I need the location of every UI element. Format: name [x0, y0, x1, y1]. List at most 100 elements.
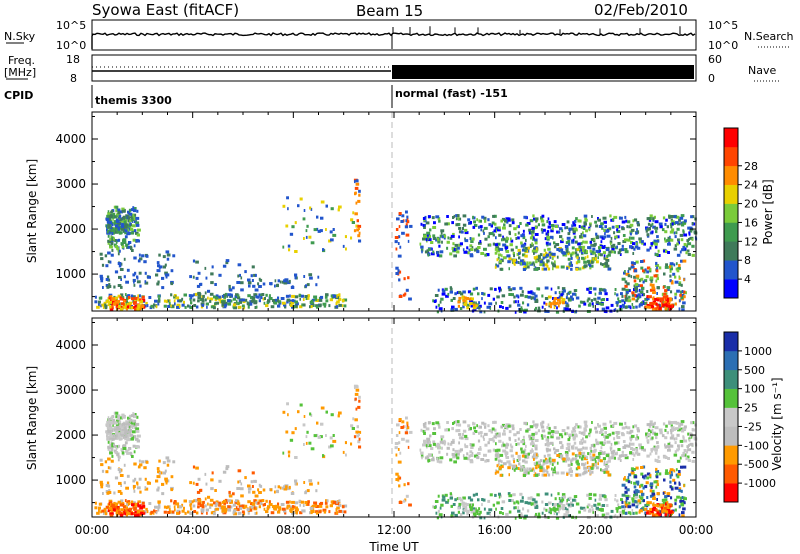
- power-cell: [646, 248, 650, 252]
- velocity-cell: [603, 495, 607, 499]
- velocity-cell: [109, 427, 113, 431]
- velocity-cell: [335, 508, 338, 512]
- velocity-cell: [255, 501, 258, 505]
- velocity-cell: [131, 503, 135, 507]
- velocity-cell: [427, 444, 432, 448]
- power-cell: [184, 305, 187, 309]
- power-cell: [574, 251, 578, 255]
- velocity-cell: [532, 498, 536, 502]
- power-cell: [210, 272, 214, 276]
- velocity-cell: [669, 475, 672, 479]
- velocity-cell: [561, 493, 566, 497]
- velocity-cell: [541, 429, 546, 433]
- velocity-cell: [283, 487, 288, 491]
- velocity-cell: [255, 479, 257, 483]
- power-cell: [547, 267, 551, 271]
- velocity-cell: [666, 492, 671, 496]
- velocity-cell: [614, 494, 617, 497]
- velocity-cell: [262, 503, 265, 507]
- velocity-cell: [537, 512, 541, 516]
- velocity-cell: [172, 460, 176, 464]
- power-cell: [592, 237, 596, 241]
- power-cell: [479, 304, 482, 308]
- velocity-cell: [337, 503, 342, 507]
- power-cell: [487, 235, 490, 239]
- power-cell: [624, 215, 627, 219]
- velocity-cell: [281, 507, 286, 511]
- power-cell: [646, 295, 649, 299]
- power-cell: [116, 208, 121, 212]
- power-cell: [507, 218, 511, 222]
- power-cell: [513, 262, 516, 266]
- power-cell: [566, 266, 569, 270]
- velocity-cell: [678, 470, 681, 473]
- velocity-cell: [302, 504, 305, 507]
- power-cell: [482, 229, 485, 233]
- power-cell: [317, 275, 320, 279]
- velocity-cell: [547, 448, 552, 452]
- power-cell: [117, 221, 121, 225]
- velocity-cell: [522, 442, 525, 446]
- velocity-cell: [555, 449, 560, 452]
- power-cell: [210, 281, 214, 285]
- velocity-cell: [107, 436, 109, 440]
- power-cell: [451, 305, 455, 309]
- velocity-cell: [684, 427, 687, 431]
- power-cell: [691, 253, 695, 257]
- power-cell: [120, 278, 122, 281]
- velocity-cell: [121, 415, 126, 419]
- power-cell: [595, 260, 599, 264]
- power-cell: [615, 235, 620, 239]
- power-cell: [630, 261, 634, 265]
- power-cell: [123, 220, 127, 224]
- power-cell: [508, 293, 512, 296]
- power-cell: [305, 297, 308, 300]
- power-cell: [457, 217, 460, 221]
- power-cell: [570, 267, 573, 271]
- power-cell: [533, 251, 535, 255]
- velocity-cell: [213, 512, 216, 516]
- power-cell: [111, 238, 115, 242]
- power-cell: [535, 255, 540, 259]
- power-cell: [586, 287, 590, 291]
- velocity-cell: [487, 441, 490, 445]
- velocity-cell: [405, 439, 410, 443]
- velocity-cell: [471, 443, 475, 447]
- power-cell: [462, 305, 465, 309]
- power-cell: [594, 254, 597, 258]
- velocity-cell: [132, 512, 136, 516]
- power-cell: [124, 293, 127, 297]
- velocity-cell: [608, 456, 612, 460]
- velocity-cell: [110, 432, 113, 436]
- velocity-cell: [135, 445, 139, 448]
- velocity-cell: [649, 489, 653, 493]
- power-cell: [665, 218, 668, 222]
- velocity-cell: [128, 418, 133, 422]
- velocity-cell: [243, 512, 246, 516]
- power-cell: [197, 299, 200, 303]
- velocity-cell: [313, 501, 318, 505]
- velocity-cell: [598, 455, 601, 459]
- power-cell: [614, 292, 616, 296]
- velocity-cell: [679, 499, 682, 503]
- velocity-cell: [473, 430, 478, 433]
- velocity-cell: [117, 455, 120, 459]
- power-cell: [565, 304, 570, 308]
- velocity-cell: [403, 483, 406, 487]
- velocity-cell: [137, 465, 141, 469]
- power-cell: [683, 219, 687, 223]
- velocity-cell: [458, 496, 462, 500]
- power-cell: [571, 251, 575, 255]
- power-cell: [654, 245, 658, 249]
- velocity-cell: [547, 431, 552, 435]
- power-cell: [488, 232, 492, 236]
- power-cell: [520, 244, 525, 248]
- velocity-cell: [635, 437, 638, 441]
- power-cell: [629, 306, 632, 310]
- power-cell: [681, 223, 685, 227]
- power-cell: [150, 304, 153, 308]
- velocity-cell: [499, 511, 502, 515]
- power-cell: [585, 229, 588, 233]
- power-cell: [181, 297, 184, 301]
- power-cell: [223, 303, 228, 307]
